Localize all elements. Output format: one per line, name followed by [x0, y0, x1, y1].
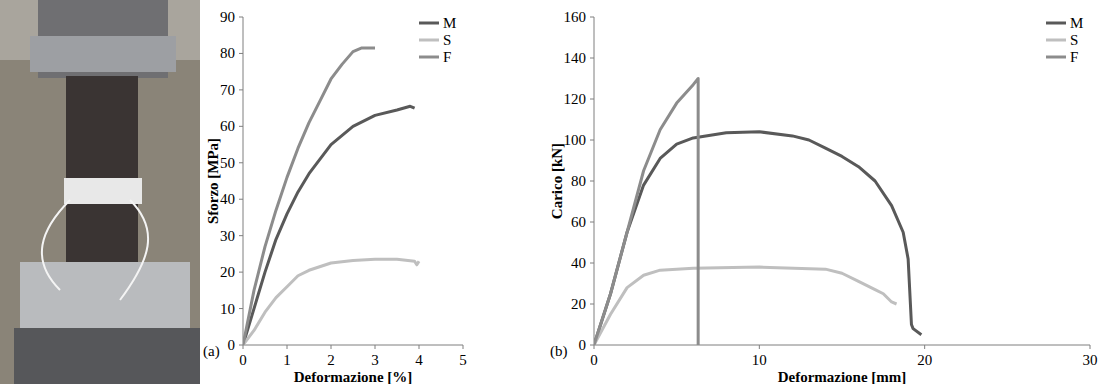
y-tick-label: 20: [571, 296, 586, 312]
panel-label: (b): [550, 343, 568, 360]
panel-label: (a): [203, 343, 220, 360]
chart-panel: 0 10 20 30 40 50 60 70 80 90 0 1 2 3 4 5 Deformazione [%…: [203, 9, 467, 384]
y-tick: [590, 99, 594, 100]
y-tick-label: 70: [220, 82, 235, 98]
x-tick: [594, 345, 595, 349]
x-tick-label: 30: [1083, 352, 1098, 368]
y-axis-line: [243, 17, 244, 345]
y-tick-label: 0: [579, 337, 587, 353]
x-tick: [759, 345, 760, 349]
y-tick: [590, 181, 594, 182]
series-line: [594, 79, 698, 346]
x-tick-label: 0: [239, 352, 247, 368]
y-tick-label: 90: [220, 9, 235, 25]
y-tick-label: 160: [564, 9, 587, 25]
y-tick: [239, 235, 243, 236]
legend-swatch: [419, 56, 439, 59]
y-tick-label: 100: [564, 132, 587, 148]
legend-swatch: [1046, 22, 1066, 25]
legend: MSF: [1046, 15, 1083, 65]
series-line: [594, 132, 921, 345]
legend-label: M: [1070, 15, 1083, 31]
y-tick: [590, 222, 594, 223]
plot-lines: [594, 79, 921, 346]
y-tick-label: 40: [220, 191, 235, 207]
x-tick: [463, 345, 464, 349]
x-tick-label: 0: [590, 352, 598, 368]
x-axis-title: Deformazione [mm]: [778, 369, 907, 384]
y-tick-label: 30: [220, 228, 235, 244]
y-tick: [590, 345, 594, 346]
legend-swatch: [419, 39, 439, 42]
x-tick-label: 20: [917, 352, 932, 368]
series-line: [243, 48, 375, 345]
y-tick-label: 140: [564, 50, 587, 66]
legend-swatch: [1046, 56, 1066, 59]
legend-label: S: [443, 32, 451, 48]
x-tick-label: 2: [327, 352, 335, 368]
y-tick-label: 80: [571, 173, 586, 189]
series-line: [594, 267, 897, 345]
photo: [0, 0, 200, 384]
x-tick-label: 10: [752, 352, 767, 368]
x-tick: [375, 345, 376, 349]
y-tick-label: 50: [220, 155, 235, 171]
legend-swatch: [1046, 39, 1066, 42]
y-tick: [590, 58, 594, 59]
legend-swatch: [419, 22, 439, 25]
machine-lower-plate: [14, 328, 200, 384]
series-line: [243, 259, 419, 345]
x-tick: [419, 345, 420, 349]
y-tick: [239, 126, 243, 127]
x-tick: [331, 345, 332, 349]
machine-upper-ring: [30, 36, 176, 72]
y-tick: [239, 345, 243, 346]
x-axis-line: [594, 345, 1090, 346]
y-axis-title: Carico [kN]: [549, 143, 565, 219]
photo-wires: [42, 200, 148, 300]
y-tick-label: 10: [220, 301, 235, 317]
y-tick: [590, 263, 594, 264]
y-tick-label: 80: [220, 45, 235, 61]
x-axis-line: [243, 345, 463, 346]
y-tick: [590, 17, 594, 18]
y-tick: [239, 308, 243, 309]
y-tick: [239, 89, 243, 90]
x-tick-label: 4: [415, 352, 423, 368]
y-tick: [239, 53, 243, 54]
y-tick: [590, 140, 594, 141]
photo-background: [0, 0, 200, 384]
y-tick-label: 40: [571, 255, 586, 271]
y-tick: [239, 162, 243, 163]
legend-label: M: [443, 15, 456, 31]
figure: 0 10 20 30 40 50 60 70 80 90 0 1 2 3 4 5 Deformazione [%…: [0, 0, 1119, 384]
plot-lines: [243, 48, 419, 345]
legend-label: S: [1070, 32, 1078, 48]
y-tick-label: 0: [228, 337, 236, 353]
y-tick: [590, 304, 594, 305]
legend-label: F: [1070, 49, 1078, 65]
x-axis-title: Deformazione [%]: [294, 369, 413, 384]
x-tick: [287, 345, 288, 349]
y-tick-label: 60: [220, 118, 235, 134]
y-tick-label: 120: [564, 91, 587, 107]
specimen: [66, 76, 138, 276]
y-tick: [239, 272, 243, 273]
y-axis-title: Sforzo [MPa]: [205, 138, 221, 224]
y-tick: [239, 17, 243, 18]
x-tick: [924, 345, 925, 349]
legend-label: F: [443, 49, 451, 65]
x-tick: [1090, 345, 1091, 349]
x-tick-label: 5: [459, 352, 467, 368]
y-tick: [239, 199, 243, 200]
x-tick-label: 3: [371, 352, 379, 368]
y-tick-label: 60: [571, 214, 586, 230]
chart-panel: 0 20 40 60 80 100 120 140 160 0 10 20 30 Deformazione…: [549, 9, 1098, 384]
x-tick-label: 1: [283, 352, 291, 368]
legend: MSF: [419, 15, 456, 65]
x-tick: [243, 345, 244, 349]
y-tick-label: 20: [220, 264, 235, 280]
